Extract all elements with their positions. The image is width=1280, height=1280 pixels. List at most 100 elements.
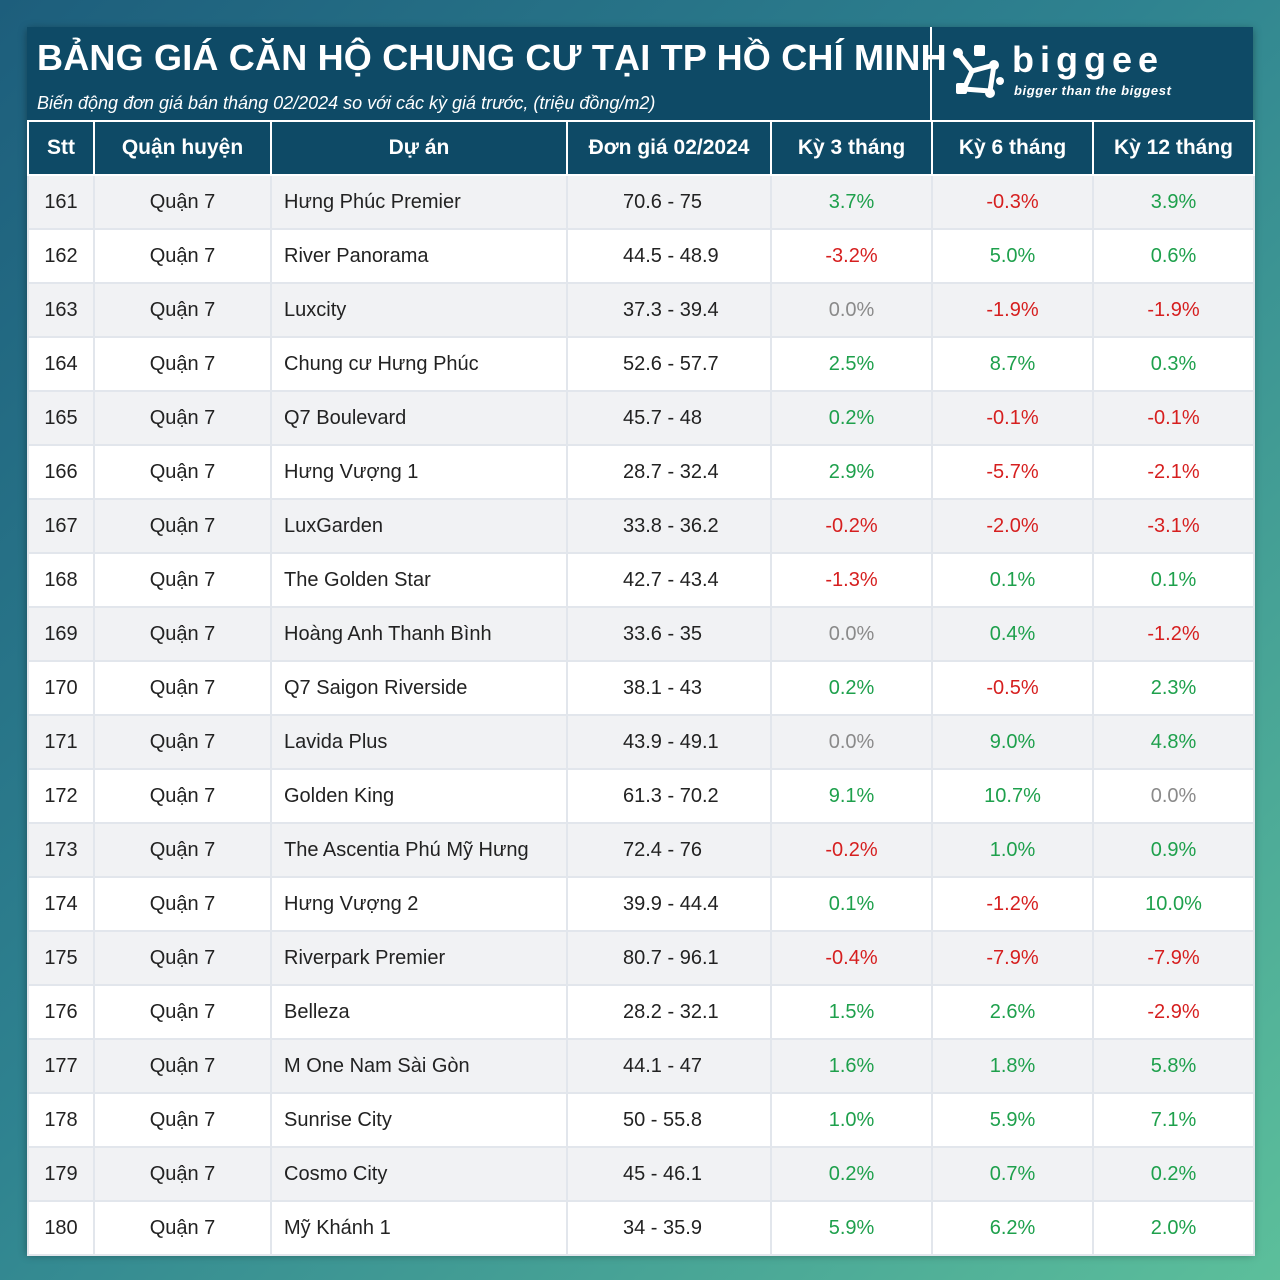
cell-price: 45 - 46.1 [566,1146,772,1202]
table-row: 176 Quận 7 Belleza 28.2 - 32.1 1.5% 2.6% -2.9% [27,984,1255,1040]
cell-change-12-month: 0.9% [1092,822,1255,878]
cell-price: 38.1 - 43 [566,660,772,716]
cell-project: Sunrise City [270,1092,568,1148]
cell-district: Quận 7 [93,822,272,878]
cell-price: 33.6 - 35 [566,606,772,662]
cell-district: Quận 7 [93,660,272,716]
cell-price: 80.7 - 96.1 [566,930,772,986]
cell-project: Golden King [270,768,568,824]
cell-change-6-month: -5.7% [931,444,1094,500]
table-row: 170 Quận 7 Q7 Saigon Riverside 38.1 - 43 0.2… [27,660,1255,716]
page-title: BẢNG GIÁ CĂN HỘ CHUNG CƯ TẠI TP HỒ CHÍ M… [37,37,947,78]
cell-project: Hoàng Anh Thanh Bình [270,606,568,662]
cell-change-12-month: 4.8% [1092,714,1255,770]
cell-change-6-month: -0.1% [931,390,1094,446]
biggee-logo-icon [953,45,1004,98]
cell-change-12-month: 3.9% [1092,174,1255,230]
cell-project: The Golden Star [270,552,568,608]
cell-change-6-month: -1.9% [931,282,1094,338]
table-row: 175 Quận 7 Riverpark Premier 80.7 - 96.1 -0.… [27,930,1255,986]
cell-district: Quận 7 [93,552,272,608]
table-row: 164 Quận 7 Chung cư Hưng Phúc 52.6 - 57.7 2.… [27,336,1255,392]
cell-district: Quận 7 [93,336,272,392]
cell-change-6-month: -1.2% [931,876,1094,932]
cell-change-6-month: 9.0% [931,714,1094,770]
logo-wordmark: biggee [1012,39,1165,80]
cell-district: Quận 7 [93,228,272,284]
cell-price: 28.2 - 32.1 [566,984,772,1040]
column-header-stt: Stt [27,120,95,176]
cell-change-3-month: 0.0% [770,606,933,662]
cell-change-3-month: 0.2% [770,1146,933,1202]
cell-stt: 173 [27,822,95,878]
cell-change-6-month: -7.9% [931,930,1094,986]
brand-logo: biggee bigger than the biggest [930,27,1253,120]
cell-price: 50 - 55.8 [566,1092,772,1148]
cell-change-12-month: -2.9% [1092,984,1255,1040]
table-row: 161 Quận 7 Hưng Phúc Premier 70.6 - 75 3.7% -… [27,174,1255,230]
cell-stt: 164 [27,336,95,392]
cell-change-6-month: -0.3% [931,174,1094,230]
table-row: 179 Quận 7 Cosmo City 45 - 46.1 0.2% 0.7% 0.2% [27,1146,1255,1202]
cell-change-6-month: 0.1% [931,552,1094,608]
cell-change-3-month: 9.1% [770,768,933,824]
cell-project: LuxGarden [270,498,568,554]
cell-project: Belleza [270,984,568,1040]
cell-change-6-month: 1.8% [931,1038,1094,1094]
table-row: 178 Quận 7 Sunrise City 50 - 55.8 1.0% 5.9% 7.… [27,1092,1255,1148]
cell-change-3-month: 0.0% [770,282,933,338]
cell-change-3-month: -1.3% [770,552,933,608]
cell-stt: 180 [27,1200,95,1256]
cell-change-12-month: 7.1% [1092,1092,1255,1148]
cell-stt: 170 [27,660,95,716]
cell-change-3-month: 0.2% [770,390,933,446]
table-row: 174 Quận 7 Hưng Vượng 2 39.9 - 44.4 0.1% -1.2… [27,876,1255,932]
cell-stt: 171 [27,714,95,770]
cell-stt: 179 [27,1146,95,1202]
cell-project: Hưng Vượng 2 [270,876,568,932]
cell-district: Quận 7 [93,984,272,1040]
cell-change-3-month: -0.4% [770,930,933,986]
column-header-3-month: Kỳ 3 tháng [770,120,933,176]
cell-stt: 167 [27,498,95,554]
cell-change-12-month: -1.2% [1092,606,1255,662]
cell-change-12-month: 2.0% [1092,1200,1255,1256]
price-table: Stt Quận huyện Dự án Đơn giá 02/2024 Kỳ … [27,120,1255,1256]
table-row: 171 Quận 7 Lavida Plus 43.9 - 49.1 0.0% 9.0% 4… [27,714,1255,770]
cell-stt: 169 [27,606,95,662]
cell-stt: 176 [27,984,95,1040]
cell-price: 33.8 - 36.2 [566,498,772,554]
cell-change-12-month: -0.1% [1092,390,1255,446]
cell-district: Quận 7 [93,876,272,932]
cell-stt: 166 [27,444,95,500]
cell-change-3-month: -0.2% [770,498,933,554]
table-row: 166 Quận 7 Hưng Vượng 1 28.7 - 32.4 2.9% -5.7… [27,444,1255,500]
table-row: 167 Quận 7 LuxGarden 33.8 - 36.2 -0.2% -2.0% -… [27,498,1255,554]
cell-district: Quận 7 [93,282,272,338]
column-header-price: Đơn giá 02/2024 [566,120,772,176]
cell-price: 44.5 - 48.9 [566,228,772,284]
cell-change-12-month: 0.6% [1092,228,1255,284]
cell-change-6-month: 6.2% [931,1200,1094,1256]
cell-district: Quận 7 [93,606,272,662]
cell-change-12-month: 2.3% [1092,660,1255,716]
cell-district: Quận 7 [93,444,272,500]
cell-change-6-month: 5.0% [931,228,1094,284]
header-banner: BẢNG GIÁ CĂN HỘ CHUNG CƯ TẠI TP HỒ CHÍ M… [27,27,1253,120]
table-row: 163 Quận 7 Luxcity 37.3 - 39.4 0.0% -1.9% -1.9… [27,282,1255,338]
cell-project: Q7 Saigon Riverside [270,660,568,716]
cell-change-12-month: -3.1% [1092,498,1255,554]
cell-stt: 161 [27,174,95,230]
cell-change-3-month: 0.1% [770,876,933,932]
cell-project: The Ascentia Phú Mỹ Hưng [270,822,568,878]
cell-district: Quận 7 [93,498,272,554]
column-header-district: Quận huyện [93,120,272,176]
cell-change-3-month: 2.9% [770,444,933,500]
cell-project: Hưng Vượng 1 [270,444,568,500]
table-row: 162 Quận 7 River Panorama 44.5 - 48.9 -3.2% 5… [27,228,1255,284]
cell-district: Quận 7 [93,1146,272,1202]
cell-project: Riverpark Premier [270,930,568,986]
cell-change-12-month: 0.2% [1092,1146,1255,1202]
table-body: 161 Quận 7 Hưng Phúc Premier 70.6 - 75 3.7% -… [27,174,1255,1256]
cell-change-12-month: 0.0% [1092,768,1255,824]
